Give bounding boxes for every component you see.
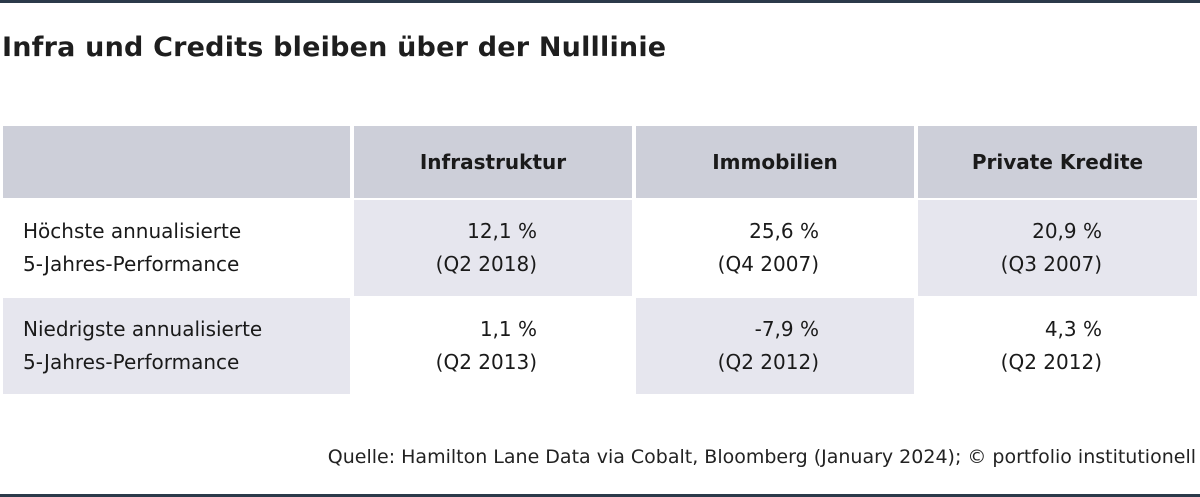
table-cell: -7,9 % (Q2 2012) <box>636 298 914 394</box>
table-cell: 12,1 % (Q2 2018) <box>354 200 632 296</box>
source-note: Quelle: Hamilton Lane Data via Cobalt, B… <box>327 446 1196 468</box>
row-label: Höchste annualisierte 5-Jahres-Performan… <box>3 200 350 296</box>
header-immobilien: Immobilien <box>636 126 914 198</box>
header-private-kredite: Private Kredite <box>918 126 1197 198</box>
cell-period: (Q2 2013) <box>435 350 537 374</box>
table-cell: 25,6 % (Q4 2007) <box>636 200 914 296</box>
cell-value: 12,1 % <box>467 219 537 243</box>
row-label-line2: 5-Jahres-Performance <box>23 252 240 276</box>
bottom-rule <box>0 494 1200 497</box>
cell-period: (Q2 2018) <box>435 252 537 276</box>
table-header-row: Infrastruktur Immobilien Private Kredite <box>3 126 1197 198</box>
cell-period: (Q2 2012) <box>717 350 819 374</box>
table-cell: 20,9 % (Q3 2007) <box>918 200 1197 296</box>
cell-value: 20,9 % <box>1032 219 1102 243</box>
page-title: Infra und Credits bleiben über der Nulll… <box>2 32 667 63</box>
row-label-line1: Niedrigste annualisierte <box>23 317 263 341</box>
cell-value: 25,6 % <box>749 219 819 243</box>
row-label-line1: Höchste annualisierte <box>23 219 242 243</box>
top-rule <box>0 0 1200 3</box>
table-cell: 1,1 % (Q2 2013) <box>354 298 632 394</box>
header-cell-empty <box>3 126 350 198</box>
table-row-highest: Höchste annualisierte 5-Jahres-Performan… <box>3 200 1197 296</box>
header-infrastruktur: Infrastruktur <box>354 126 632 198</box>
cell-period: (Q3 2007) <box>1000 252 1102 276</box>
row-label: Niedrigste annualisierte 5-Jahres-Perfor… <box>3 298 350 394</box>
cell-value: -7,9 % <box>754 317 819 341</box>
cell-value: 4,3 % <box>1044 317 1102 341</box>
row-label-line2: 5-Jahres-Performance <box>23 350 240 374</box>
table-cell: 4,3 % (Q2 2012) <box>918 298 1197 394</box>
performance-table: Infrastruktur Immobilien Private Kredite… <box>3 126 1197 394</box>
cell-period: (Q4 2007) <box>717 252 819 276</box>
table-row-lowest: Niedrigste annualisierte 5-Jahres-Perfor… <box>3 298 1197 394</box>
cell-value: 1,1 % <box>479 317 537 341</box>
cell-period: (Q2 2012) <box>1000 350 1102 374</box>
